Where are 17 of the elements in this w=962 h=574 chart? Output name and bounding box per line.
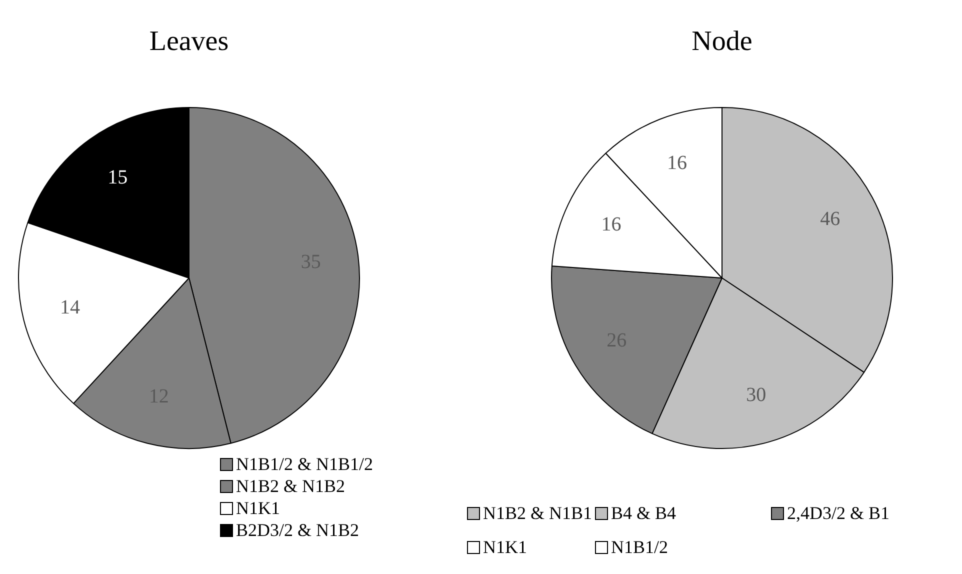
data-label: 16 [601, 213, 622, 236]
legend-label: N1K1 [236, 497, 280, 519]
legend-label: B4 & B4 [611, 502, 676, 524]
data-label: 14 [60, 296, 80, 318]
data-label: 16 [667, 152, 688, 174]
legend-label: 2,4D3/2 & B1 [787, 502, 890, 524]
legend-label: N1B2 & N1B2 [236, 475, 346, 497]
chart-title: Node [690, 26, 754, 58]
legend-label: N1K1 [483, 536, 527, 558]
legend-label: N1B2 & N1B1 [483, 502, 592, 524]
data-label: 30 [746, 384, 766, 406]
legend-label: B2D3/2 & N1B2 [236, 519, 360, 541]
chart-title: Leaves [148, 26, 230, 58]
legend-label: N1B1/2 [611, 536, 668, 558]
data-label: 15 [108, 166, 128, 188]
data-label: 46 [820, 208, 840, 230]
legend-label: N1B1/2 & N1B1/2 [236, 453, 374, 475]
